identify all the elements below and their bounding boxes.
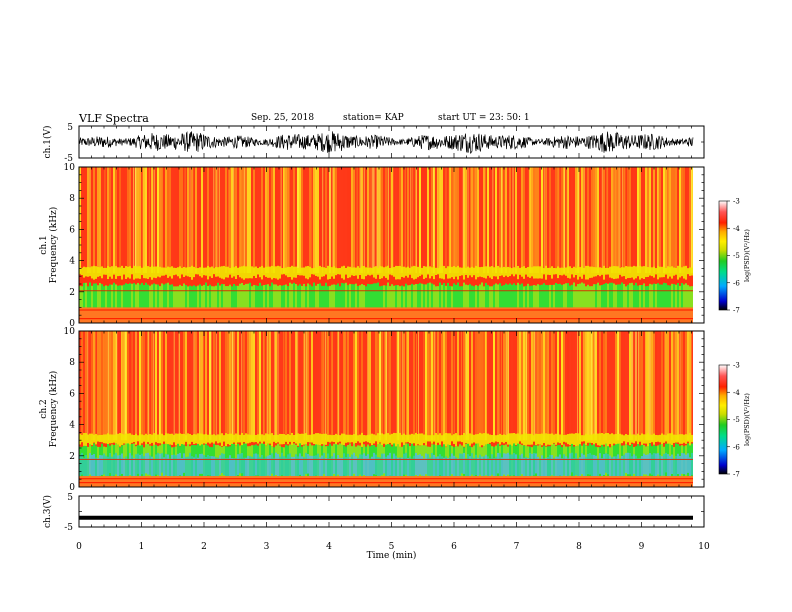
ch2-spectrogram-colorbar-tick-label: -5	[733, 416, 740, 424]
ch1-spectrogram-ytick-label: 10	[64, 163, 76, 173]
ch1-waveform-ylabel: ch.1(V)	[42, 126, 53, 159]
ch2-spectrogram-colorbar	[718, 364, 728, 475]
ch2-spectrogram-ytick-label: 8	[69, 358, 75, 368]
ch2-spectrogram-colorbar-tick-label: -7	[733, 471, 740, 479]
ch1-spectrogram-colorbar-tick-label: -5	[733, 252, 740, 260]
ch3-waveform-ytick-label: 5	[67, 493, 73, 503]
ch2-spectrogram-ytick-label: 6	[69, 389, 75, 399]
x-tick-label: 6	[451, 542, 457, 552]
ch1-spectrogram-ytick-label: 0	[69, 319, 75, 329]
ch1-spectrogram-colorbar	[718, 200, 728, 311]
ch1-spectrogram-ytick-label: 6	[69, 225, 75, 235]
chart-title: VLF Spectra	[79, 112, 149, 125]
ch2-spectrogram-colorbar-label: log(PSD)(V²/Hz)	[743, 393, 751, 446]
x-tick-label: 4	[326, 542, 332, 552]
station-label: station= KAP	[343, 113, 404, 123]
ch1-waveform-trace	[78, 131, 694, 154]
ch2-spectrogram-ytick-label: 0	[69, 483, 75, 493]
ch1-spectrogram-colorbar-tick-label: -7	[733, 307, 740, 315]
ch1-spectrogram-ylabel-channel: ch.1	[39, 235, 49, 254]
ch1-spectrogram-image	[79, 167, 693, 323]
ch1-spectrogram-ylabel: Frequency (kHz)	[48, 207, 59, 284]
ch2-spectrogram-ytick-label: 10	[64, 327, 76, 337]
ch2-spectrogram-colorbar-tick-label: -3	[733, 362, 740, 370]
x-tick-label: 7	[514, 542, 520, 552]
ch1-spectrogram-ytick-label: 2	[69, 288, 75, 298]
ch2-spectrogram-ylabel: Frequency (kHz)	[48, 371, 59, 448]
ch2-spectrogram-ylabel-channel: ch.2	[39, 399, 49, 418]
x-tick-label: 0	[76, 542, 82, 552]
ch1-spectrogram-colorbar-tick-label: -4	[733, 225, 740, 233]
ch2-spectrogram-colorbar-tick-label: -4	[733, 389, 740, 397]
ch2-spectrogram-colorbar-tick-label: -6	[733, 443, 740, 451]
ch1-spectrogram-colorbar-tick-label: -3	[733, 198, 740, 206]
ch3-waveform-ytick-label: -5	[64, 523, 73, 533]
ch2-spectrogram-ytick-label: 2	[69, 452, 75, 462]
ch2-spectrogram-image	[79, 331, 693, 487]
ch1-spectrogram-ytick-label: 8	[69, 194, 75, 204]
x-axis-label: Time (min)	[367, 550, 417, 561]
x-tick-label: 9	[639, 542, 645, 552]
start-time-label: start UT = 23: 50: 1	[438, 113, 530, 123]
x-tick-label: 10	[698, 542, 710, 552]
ch2-spectrogram-ytick-label: 4	[69, 421, 75, 431]
date-label: Sep. 25, 2018	[251, 113, 315, 123]
ch3-waveform-ylabel: ch.3(V)	[42, 495, 53, 528]
x-tick-label: 8	[576, 542, 582, 552]
ch1-waveform-ytick-label: -5	[64, 154, 73, 164]
ch1-spectrogram-colorbar-tick-label: -6	[733, 279, 740, 287]
x-tick-label: 3	[264, 542, 270, 552]
ch1-waveform-ytick-label: 5	[67, 123, 73, 133]
x-tick-label: 1	[139, 542, 145, 552]
ch1-spectrogram-ytick-label: 4	[69, 257, 75, 267]
x-tick-label: 5	[389, 542, 395, 552]
ch1-spectrogram-colorbar-label: log(PSD)(V²/Hz)	[743, 229, 751, 282]
x-tick-label: 2	[201, 542, 207, 552]
